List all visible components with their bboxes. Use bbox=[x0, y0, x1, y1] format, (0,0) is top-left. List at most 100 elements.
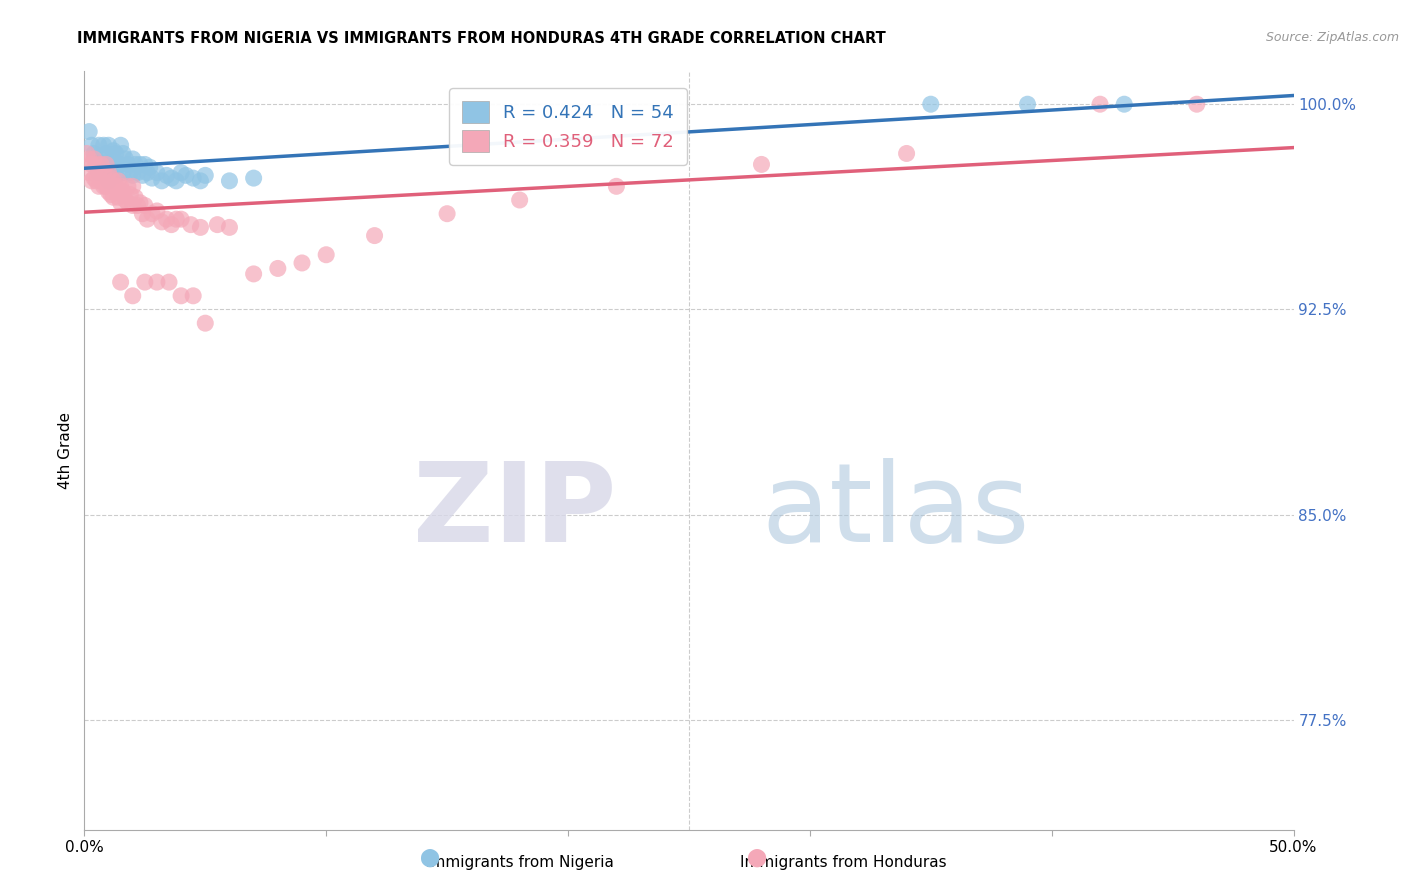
Point bbox=[97, 157, 120, 171]
Point bbox=[190, 174, 212, 188]
Point bbox=[127, 198, 149, 212]
Point bbox=[127, 166, 149, 180]
Point bbox=[124, 190, 146, 204]
Point bbox=[80, 138, 103, 153]
Point bbox=[112, 185, 135, 199]
Point bbox=[150, 174, 173, 188]
Point bbox=[100, 152, 122, 166]
Point bbox=[121, 169, 143, 183]
Text: Source: ZipAtlas.com: Source: ZipAtlas.com bbox=[1265, 31, 1399, 45]
Point bbox=[103, 144, 125, 158]
Point bbox=[120, 166, 142, 180]
Point bbox=[180, 218, 202, 232]
Point bbox=[124, 157, 146, 171]
Point bbox=[94, 160, 117, 174]
Point bbox=[97, 174, 120, 188]
Point bbox=[218, 220, 240, 235]
Point bbox=[93, 166, 115, 180]
Point bbox=[114, 193, 136, 207]
Point bbox=[77, 166, 100, 180]
Point bbox=[129, 157, 152, 171]
Point bbox=[141, 207, 163, 221]
Point bbox=[134, 275, 156, 289]
Point bbox=[77, 125, 100, 139]
Point bbox=[436, 207, 458, 221]
Point bbox=[120, 187, 142, 202]
Point bbox=[97, 166, 120, 180]
Point bbox=[80, 157, 103, 171]
Point bbox=[107, 190, 129, 204]
Point bbox=[90, 157, 112, 171]
Point bbox=[170, 212, 193, 227]
Point bbox=[93, 138, 115, 153]
Point bbox=[155, 169, 177, 183]
Point bbox=[136, 212, 159, 227]
Point bbox=[174, 169, 197, 183]
Point bbox=[110, 138, 132, 153]
Point bbox=[103, 190, 125, 204]
Point bbox=[93, 166, 115, 180]
Point bbox=[86, 157, 108, 171]
Y-axis label: 4th Grade: 4th Grade bbox=[58, 412, 73, 489]
Point bbox=[93, 179, 115, 194]
Point bbox=[194, 169, 217, 183]
Point bbox=[1088, 97, 1111, 112]
Point bbox=[90, 174, 112, 188]
Point bbox=[141, 171, 163, 186]
Point bbox=[104, 146, 127, 161]
Point bbox=[117, 179, 139, 194]
Point bbox=[190, 220, 212, 235]
Point bbox=[181, 171, 204, 186]
Point bbox=[751, 157, 773, 171]
Point bbox=[315, 248, 337, 262]
Point bbox=[90, 157, 112, 171]
Point bbox=[134, 198, 156, 212]
Point bbox=[114, 152, 136, 166]
Point bbox=[131, 207, 153, 221]
Text: ⬤: ⬤ bbox=[419, 848, 439, 867]
Legend: R = 0.424   N = 54, R = 0.359   N = 72: R = 0.424 N = 54, R = 0.359 N = 72 bbox=[450, 88, 686, 164]
Point bbox=[509, 193, 531, 207]
Point bbox=[110, 275, 132, 289]
Point bbox=[131, 169, 153, 183]
Point bbox=[121, 179, 143, 194]
Point bbox=[242, 267, 264, 281]
Point bbox=[165, 212, 187, 227]
Text: atlas: atlas bbox=[762, 458, 1031, 565]
Point bbox=[1114, 97, 1136, 112]
Point bbox=[155, 212, 177, 227]
Point bbox=[86, 152, 108, 166]
Point bbox=[103, 160, 125, 174]
Point bbox=[242, 171, 264, 186]
Point bbox=[110, 195, 132, 210]
Point bbox=[896, 146, 918, 161]
Point bbox=[83, 152, 105, 166]
Point bbox=[83, 146, 105, 161]
Point bbox=[170, 289, 193, 303]
Point bbox=[363, 228, 385, 243]
Point bbox=[267, 261, 290, 276]
Text: ⬤: ⬤ bbox=[747, 848, 766, 867]
Point bbox=[146, 275, 169, 289]
Point bbox=[87, 138, 110, 153]
Point bbox=[100, 187, 122, 202]
Point bbox=[121, 198, 143, 212]
Point bbox=[107, 174, 129, 188]
Point bbox=[97, 185, 120, 199]
Point bbox=[121, 152, 143, 166]
Point bbox=[97, 138, 120, 153]
Point bbox=[107, 157, 129, 171]
Point bbox=[218, 174, 240, 188]
Point bbox=[104, 169, 127, 183]
Point bbox=[112, 166, 135, 180]
Point bbox=[194, 316, 217, 330]
Point bbox=[146, 166, 169, 180]
Point bbox=[87, 166, 110, 180]
Point bbox=[87, 179, 110, 194]
Point bbox=[605, 179, 627, 194]
Point bbox=[100, 171, 122, 186]
Point bbox=[86, 157, 108, 171]
Point bbox=[920, 97, 942, 112]
Point bbox=[291, 256, 314, 270]
Text: Immigrants from Nigeria: Immigrants from Nigeria bbox=[426, 855, 614, 870]
